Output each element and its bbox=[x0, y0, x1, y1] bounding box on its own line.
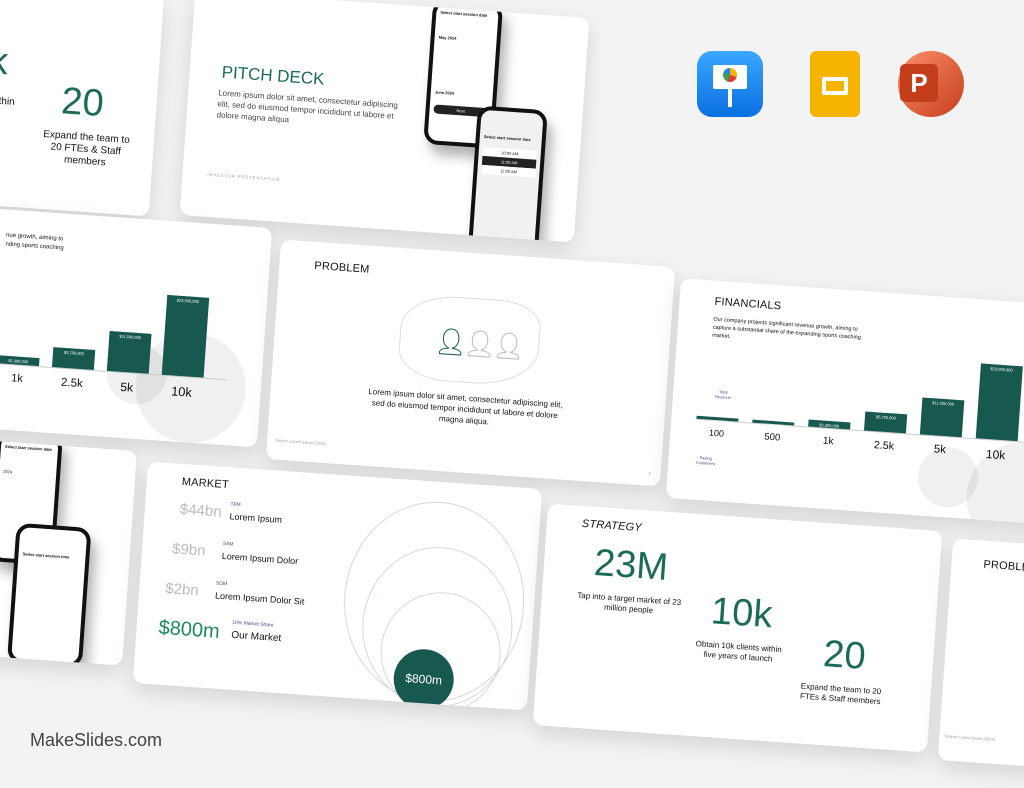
pitch-footer: INVESTOR PRESENTATION bbox=[207, 171, 281, 182]
phone-title-2: Select start session time bbox=[483, 133, 531, 143]
slide-chart-left[interactable]: nue growth, aiming to nding sports coachi… bbox=[0, 200, 273, 448]
bar-value-label: $11,500,000 bbox=[119, 333, 142, 341]
stat-value: 10k bbox=[709, 590, 774, 637]
people-icon: 👤︎👤︎👤︎ bbox=[433, 325, 523, 362]
customers-label: Paying Customers bbox=[695, 455, 716, 467]
category-label: 500 bbox=[763, 431, 781, 444]
phone-title-2: Select start session time bbox=[22, 551, 70, 560]
chart-bar: $200,000 bbox=[696, 415, 739, 425]
slide-financials[interactable]: FINANCIALS Our company projects signific… bbox=[665, 278, 1024, 526]
phone-time: Select start session time bbox=[6, 522, 92, 666]
market-title: MARKET bbox=[181, 475, 230, 492]
strategy-title: STRATEGY bbox=[581, 517, 643, 535]
bar-value-label: $2,300,000 bbox=[8, 357, 29, 365]
bar-value-label: $2,300,000 bbox=[819, 421, 840, 429]
stat-caption: Obtain 10k clients within five years of … bbox=[695, 639, 783, 664]
caption-fragment: s withinnch bbox=[0, 95, 16, 108]
category-label: 100 bbox=[708, 427, 725, 439]
bar-chart: $200,000 100 $1,000,000 500 $2,300,000 1k $5,7… bbox=[696, 339, 1024, 462]
stat-caption: Expand the team to 20 FTEs & Staff membe… bbox=[42, 128, 131, 169]
phone-title: Select start session date bbox=[440, 9, 488, 18]
chart-bar: $2,300,000 bbox=[808, 419, 851, 430]
market-rows: $44bn TAM Lorem Ipsum $9bn SAM Lorem Ipsum D… bbox=[158, 496, 326, 666]
bar-value-label: $23,000,000 bbox=[990, 366, 1013, 373]
google-slides-icon bbox=[810, 51, 860, 117]
slide-strategy-crop[interactable]: k s withinnch 20 Expand the team to 20 F… bbox=[0, 0, 165, 217]
bar-chart: $2,300,000 1k $5,750,000 2.5k $11,500,000 5k $… bbox=[0, 269, 234, 400]
chart-bar: $5,750,000 bbox=[863, 411, 908, 434]
chart-bar: $2,300,000 bbox=[0, 355, 40, 367]
problem-body: Lorem ipsum dolor sit amet, consectetur … bbox=[368, 386, 563, 427]
slide-strategy[interactable]: STRATEGY 23M Tap into a target market of… bbox=[532, 503, 943, 753]
problem-title: PROBLEM bbox=[313, 259, 370, 276]
phone-time: Select start session time 10:00 AM 11:00… bbox=[467, 105, 548, 243]
chart-bar: $11,500,000 bbox=[919, 396, 965, 438]
chart-bar: $5,750,000 bbox=[51, 347, 96, 370]
bar-value-label: $200,000 bbox=[708, 418, 726, 425]
category-label: 2.5k bbox=[873, 439, 895, 453]
stat-value: 20 bbox=[60, 80, 106, 126]
powerpoint-icon: P bbox=[898, 51, 964, 117]
problem-title: PROBLEM bbox=[983, 558, 1024, 575]
pitch-title: PITCH DECK bbox=[221, 62, 326, 89]
bar-value-label: $1,000,000 bbox=[762, 422, 784, 429]
bar-value-label: $11,500,000 bbox=[931, 399, 955, 407]
pitch-body: Lorem ipsum dolor sit amet, consectetur … bbox=[216, 88, 399, 125]
slide-app-crop[interactable]: Select start session date 2024 Select st… bbox=[0, 423, 138, 666]
bar-value-label: $5,750,000 bbox=[875, 414, 897, 421]
chart-text: nue growth, aiming to nding sports coachi… bbox=[5, 232, 64, 252]
category-label: 1k bbox=[10, 372, 24, 386]
problem-source: Source: Lorem ipsum (2024) bbox=[944, 733, 996, 742]
slide-problem[interactable]: PROBLEM 👤︎👤︎👤︎ Lorem ipsum dolor sit ame… bbox=[265, 239, 676, 487]
category-label: 2.5k bbox=[60, 375, 84, 391]
slide-market[interactable]: MARKET $44bn TAM Lorem Ipsum $9bn SAM Lorem … bbox=[132, 461, 543, 711]
category-label: 10k bbox=[985, 447, 1006, 463]
category-label: 5k bbox=[933, 443, 947, 457]
stat-fragment: k bbox=[0, 40, 10, 84]
category-label: 5k bbox=[119, 379, 134, 395]
stat-value: 23M bbox=[592, 541, 670, 589]
brand-logo-text[interactable]: MakeSlides.com bbox=[30, 730, 163, 750]
calendar-grid bbox=[435, 40, 492, 94]
chart-bar: $11,500,000 bbox=[106, 330, 152, 374]
bar-value-label: $5,750,000 bbox=[63, 349, 85, 357]
phone-title: Select start session date bbox=[4, 443, 53, 453]
category-label: 1k bbox=[822, 435, 834, 448]
problem-source: Source: Lorem ipsum (2024) bbox=[274, 437, 326, 447]
stat-caption: Expand the team to 20 FTEs & Staff membe… bbox=[799, 681, 882, 707]
keynote-icon bbox=[697, 51, 763, 117]
stat-caption: Tap into a target market of 23 million p… bbox=[577, 590, 682, 616]
page-number: 3 bbox=[648, 470, 651, 476]
chart-bar: $23,000,000 bbox=[161, 294, 210, 378]
chart-bar: $23,000,000 bbox=[975, 363, 1023, 442]
slide-problem-right[interactable]: PROBLEM Source: Lorem ipsum (2024) bbox=[937, 538, 1024, 788]
chart-bar: $1,000,000 bbox=[752, 419, 795, 429]
financials-title: FINANCIALS bbox=[714, 295, 782, 313]
bar-value-label: $23,000,000 bbox=[176, 297, 200, 305]
slide-pitch-deck[interactable]: PITCH DECK Lorem ipsum dolor sit amet, c… bbox=[179, 0, 590, 243]
stat-value: 20 bbox=[821, 633, 868, 678]
phone-month: 2024 bbox=[3, 468, 13, 475]
category-label: 10k bbox=[170, 383, 193, 400]
